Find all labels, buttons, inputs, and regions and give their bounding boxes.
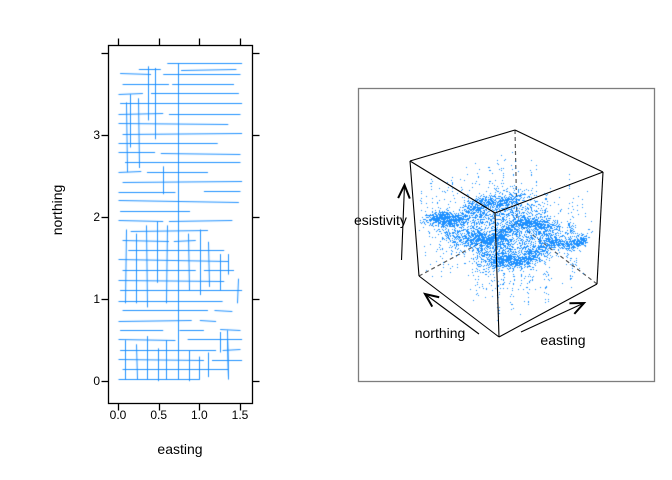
cloud-zaxis-label: esistivity bbox=[354, 212, 407, 228]
y-tick-label: 3 bbox=[93, 127, 100, 142]
cloud-panel-border bbox=[357, 87, 656, 383]
x-tick-label: 0.0 bbox=[109, 408, 127, 422]
left-panel-border bbox=[107, 44, 254, 405]
x-tick-label: 1.0 bbox=[190, 408, 208, 422]
y-tick-label: 0 bbox=[93, 373, 100, 388]
cloud-xaxis-label: easting bbox=[540, 332, 586, 348]
y-tick-label: 1 bbox=[93, 291, 100, 306]
left-yaxis-label: northing bbox=[49, 184, 65, 236]
x-tick-label: 1.5 bbox=[231, 408, 249, 422]
cloud-yaxis-label: northing bbox=[414, 325, 466, 341]
x-tick-label: 0.5 bbox=[150, 408, 167, 422]
y-tick-label: 2 bbox=[93, 209, 100, 224]
left-xaxis-label: easting bbox=[157, 441, 203, 457]
